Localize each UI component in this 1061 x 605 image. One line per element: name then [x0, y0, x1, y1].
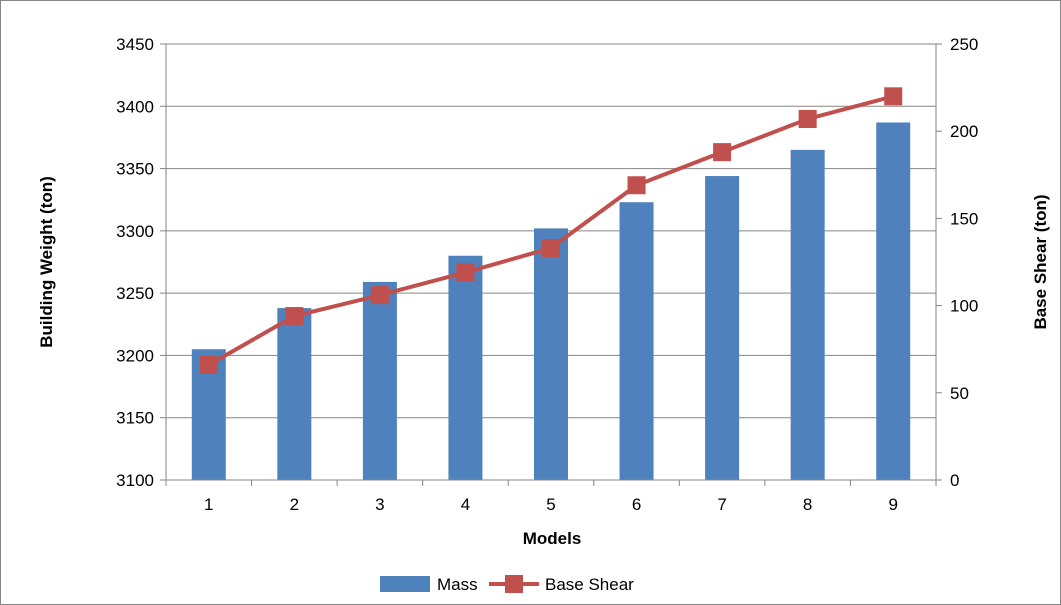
legend-label-base-shear: Base Shear [545, 575, 634, 594]
left-tick-label: 3200 [116, 346, 154, 365]
base-shear-marker [370, 286, 389, 305]
right-tick-label: 250 [950, 35, 978, 54]
x-tick-label: 4 [461, 495, 470, 514]
right-axis-tick-labels: 0 50 100 150 200 250 [950, 35, 978, 490]
y-axis-title: Building Weight (ton) [37, 176, 56, 348]
bar-mass [362, 281, 397, 480]
legend-label-mass: Mass [437, 575, 478, 594]
left-tick-label: 3350 [116, 160, 154, 179]
x-tick-label: 5 [546, 495, 555, 514]
x-tick-label: 2 [290, 495, 299, 514]
right-tick-label: 150 [950, 209, 978, 228]
bar-mass [277, 308, 312, 480]
left-tick-label: 3250 [116, 284, 154, 303]
bar-mass [705, 176, 740, 480]
base-shear-marker [456, 263, 475, 282]
bar-mass [619, 202, 654, 480]
base-shear-marker [627, 176, 646, 195]
bar-mass [448, 255, 483, 480]
legend-swatch-mass [380, 576, 430, 592]
right-tick-label: 50 [950, 384, 969, 403]
left-tick-label: 3100 [116, 471, 154, 490]
left-tick-label: 3150 [116, 409, 154, 428]
line-series-base-shear [199, 87, 903, 374]
left-tick-label: 3450 [116, 35, 154, 54]
x-tick-label: 9 [888, 495, 897, 514]
right-tick-label: 100 [950, 297, 978, 316]
bar-mass [790, 149, 825, 480]
base-shear-marker [285, 307, 304, 326]
y2-axis-title: Base Shear (ton) [1031, 194, 1050, 329]
base-shear-marker [884, 87, 903, 106]
x-axis-title: Models [523, 529, 582, 548]
base-shear-marker [713, 143, 732, 162]
x-tick-label: 8 [803, 495, 812, 514]
legend: Mass Base Shear [380, 575, 634, 594]
base-shear-marker [199, 355, 218, 374]
right-tick-label: 200 [950, 122, 978, 141]
bar-mass [876, 122, 911, 480]
bar-mass [534, 228, 568, 480]
x-tick-label: 3 [375, 495, 384, 514]
left-tick-label: 3400 [116, 97, 154, 116]
left-tick-label: 3300 [116, 222, 154, 241]
x-tick-label: 1 [204, 495, 213, 514]
axes [160, 43, 942, 486]
x-axis-tick-labels: 1 2 3 4 5 6 7 8 9 [204, 495, 898, 514]
right-tick-label: 0 [950, 471, 959, 490]
x-tick-label: 6 [632, 495, 641, 514]
base-shear-marker [798, 109, 817, 128]
legend-marker-base-shear [505, 575, 523, 593]
base-shear-marker [542, 239, 560, 258]
left-axis-tick-labels: 3100 3150 3200 3250 3300 3350 3400 3450 [116, 35, 154, 490]
x-tick-label: 7 [717, 495, 726, 514]
